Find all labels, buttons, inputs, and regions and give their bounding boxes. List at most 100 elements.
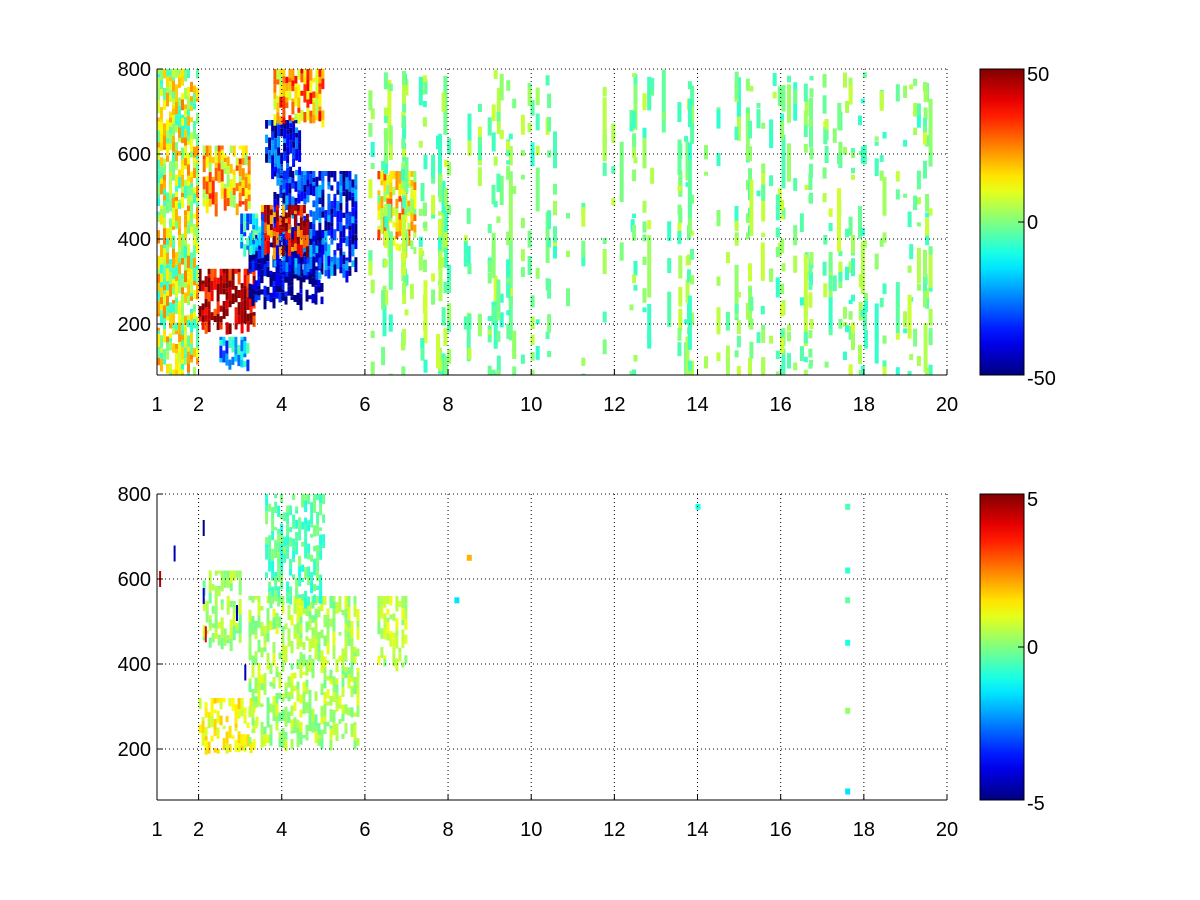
heatmap-point [454, 597, 460, 604]
heatmap-cell [251, 596, 255, 603]
heatmap-cell [284, 250, 288, 254]
heatmap-cell [225, 731, 229, 744]
heatmap-cell [249, 307, 253, 313]
heatmap-cell [351, 234, 355, 245]
heatmap-cell [309, 69, 313, 81]
heatmap-cell [611, 166, 616, 174]
heatmap-cell [410, 186, 414, 192]
heatmap-cell [238, 164, 242, 177]
heatmap-cell [687, 370, 692, 375]
heatmap-cell [309, 268, 313, 274]
heatmap-cell [190, 321, 193, 333]
heatmap-cell [297, 179, 301, 190]
heatmap-cell [317, 653, 321, 662]
heatmap-cell [252, 229, 256, 241]
heatmap-cell [332, 601, 336, 609]
heatmap-cell [314, 619, 318, 633]
heatmap-cell [925, 194, 930, 212]
heatmap-cell [736, 320, 741, 335]
heatmap-cell [332, 652, 336, 660]
heatmap-cell [202, 580, 206, 589]
heatmap-cell [383, 230, 388, 242]
heatmap-cell [251, 705, 255, 718]
heatmap-cell [217, 586, 221, 590]
heatmap-cell [263, 643, 267, 648]
heatmap-cell [278, 672, 282, 682]
heatmap-cell [392, 187, 396, 196]
heatmap-cell [350, 707, 354, 718]
heatmap-cell [380, 596, 384, 602]
heatmap-cell [305, 610, 309, 617]
heatmap-cell [265, 511, 269, 525]
heatmap-cell [284, 223, 288, 232]
heatmap-cell [166, 201, 169, 214]
heatmap-cell [314, 726, 318, 732]
heatmap-cell [178, 304, 181, 315]
heatmap-cell [175, 349, 178, 354]
heatmap-cell [292, 574, 296, 580]
heatmap-cell [402, 124, 407, 140]
heatmap-cell [260, 606, 264, 611]
heatmap-cell [255, 238, 259, 248]
heatmap-cell [163, 277, 166, 285]
heatmap-cell [223, 575, 227, 588]
heatmap-cell [351, 207, 355, 217]
heatmap-cell [280, 558, 284, 571]
heatmap-cell [687, 98, 692, 128]
heatmap-cell [207, 741, 211, 754]
heatmap-cell [307, 494, 311, 500]
heatmap-cell [238, 200, 242, 207]
heatmap-cell [420, 338, 425, 348]
heatmap-cell [685, 336, 690, 375]
heatmap-cell [398, 244, 402, 252]
heatmap-cell [295, 144, 299, 149]
heatmap-cell [205, 200, 209, 214]
heatmap-cell [296, 613, 300, 623]
heatmap-cell [271, 155, 275, 168]
heatmap-cell [380, 224, 384, 235]
heatmap-cell [193, 104, 196, 110]
heatmap-cell [389, 638, 393, 647]
heatmap-cell [163, 158, 166, 164]
heatmap-cell [303, 69, 307, 76]
heatmap-cell [204, 740, 208, 749]
heatmap-cell [163, 195, 166, 201]
heatmap-cell [276, 112, 280, 124]
heatmap-cell [330, 208, 334, 215]
heatmap-cell [401, 366, 406, 375]
heatmap-cell [226, 640, 230, 644]
heatmap-cell [240, 339, 244, 352]
heatmap-cell [491, 369, 496, 375]
heatmap-cell [257, 663, 261, 672]
heatmap-cell [928, 208, 933, 216]
heatmap-cell [332, 631, 336, 645]
heatmap-cell [178, 286, 181, 294]
heatmap-cell [487, 117, 492, 136]
heatmap-cell [157, 334, 160, 347]
heatmap-cell [318, 272, 322, 279]
heatmap-cell [268, 548, 272, 559]
heatmap-cell [196, 133, 199, 147]
heatmap-cell [553, 183, 557, 195]
heatmap-cell [243, 222, 247, 233]
heatmap-cell [356, 688, 360, 698]
heatmap-cell [260, 722, 264, 729]
heatmap-cell [175, 370, 178, 375]
heatmap-cell [284, 653, 288, 663]
heatmap-cell [316, 497, 320, 501]
heatmap-cell [413, 214, 417, 221]
heatmap-cell [311, 277, 315, 287]
heatmap-cell [169, 341, 172, 351]
heatmap-cell [307, 520, 311, 525]
heatmap-cell [704, 171, 708, 176]
heatmap-cell [249, 232, 253, 246]
heatmap-cell [268, 503, 272, 512]
heatmap-cell [261, 231, 265, 236]
heatmap-cell [775, 277, 780, 298]
heatmap-cell [895, 171, 900, 182]
heatmap-cell [684, 319, 689, 324]
heatmap-cell [210, 290, 214, 302]
heatmap-cell [438, 184, 443, 203]
heatmap-cell [305, 724, 309, 737]
heatmap-cell [734, 126, 739, 140]
